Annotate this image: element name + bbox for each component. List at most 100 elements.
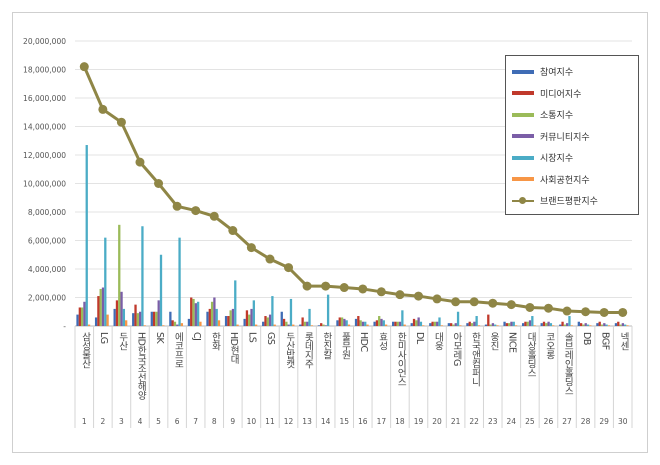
bar-6-15 bbox=[347, 324, 351, 326]
bar-5-26 bbox=[549, 323, 553, 326]
legend-swatch bbox=[512, 177, 534, 182]
bar-3-5 bbox=[155, 311, 158, 326]
bar-5-24 bbox=[512, 321, 515, 326]
category-label: 한화 bbox=[209, 332, 221, 350]
rank-label: 27 bbox=[562, 417, 572, 426]
bar-2-20 bbox=[431, 321, 434, 326]
bar-6-17 bbox=[384, 324, 388, 326]
bar-1-23 bbox=[484, 324, 488, 326]
bar-3-25 bbox=[526, 321, 529, 326]
bar-3-22 bbox=[470, 323, 474, 326]
bar-3-30 bbox=[619, 324, 622, 326]
bar-5-3 bbox=[122, 308, 126, 326]
bar-4-22 bbox=[473, 321, 476, 326]
brand-reputation-point bbox=[154, 179, 164, 188]
bar-3-3 bbox=[118, 224, 121, 326]
bar-4-7 bbox=[194, 303, 197, 326]
brand-reputation-point bbox=[246, 243, 256, 253]
bar-1-25 bbox=[521, 323, 525, 326]
bar-1-21 bbox=[447, 323, 451, 326]
category-label: 효성 bbox=[376, 332, 388, 350]
bar-2-22 bbox=[468, 321, 471, 326]
brand-reputation-point bbox=[506, 300, 516, 310]
category-label: 넥센 bbox=[617, 332, 629, 350]
bar-4-12 bbox=[287, 324, 290, 326]
bar-3-28 bbox=[582, 324, 585, 326]
category-label-box: DB bbox=[580, 332, 592, 345]
bar-1-17 bbox=[373, 321, 376, 326]
category-label-box: LG bbox=[98, 332, 109, 344]
category-label-box: 솔브레인홀딩스 bbox=[562, 332, 573, 395]
category-label: GS bbox=[265, 332, 277, 345]
category-label: 롯데지주 bbox=[302, 332, 314, 368]
category-label: DL bbox=[413, 332, 425, 344]
category-label-box: 대웅 bbox=[432, 332, 444, 350]
bar-4-24 bbox=[510, 321, 513, 326]
rank-label: 24 bbox=[507, 417, 517, 426]
bar-6-26 bbox=[552, 325, 555, 326]
bar-4-8 bbox=[213, 297, 216, 326]
legend-label: 소통지수 bbox=[540, 111, 574, 122]
bar-2-28 bbox=[579, 323, 583, 326]
brand-reputation-point bbox=[451, 297, 461, 307]
category-label: 한진칼 bbox=[320, 332, 332, 359]
y-tick-label: 16,000,000 bbox=[23, 94, 66, 103]
bar-1-16 bbox=[354, 318, 358, 326]
rank-label: 19 bbox=[414, 417, 424, 426]
legend-label: 시장지수 bbox=[540, 154, 574, 165]
bar-2-26 bbox=[542, 321, 546, 326]
bar-4-16 bbox=[361, 321, 365, 326]
category-label-box: DL bbox=[413, 332, 425, 344]
category-label: CJ bbox=[190, 332, 202, 341]
bar-4-30 bbox=[621, 323, 625, 326]
category-label-box: 코오롱 bbox=[544, 332, 555, 359]
bar-6-29 bbox=[607, 325, 611, 326]
bar-2-12 bbox=[282, 318, 286, 326]
bar-1-14 bbox=[317, 325, 321, 326]
bar-2-5 bbox=[152, 311, 156, 326]
bar-2-30 bbox=[617, 321, 620, 326]
bar-6-1 bbox=[87, 324, 91, 326]
bar-2-23 bbox=[487, 314, 490, 326]
rank-label: 6 bbox=[175, 417, 180, 426]
category-label: DB bbox=[580, 332, 592, 345]
legend: 참여지수 미디어지수 소통지수 커뮤니티지수 시장지수 사회공헌지수 브랜드평판지수 bbox=[505, 55, 639, 215]
bar-5-15 bbox=[345, 320, 348, 326]
y-tick-label: 20,000,000 bbox=[23, 37, 66, 46]
category-label: 삼성물산 bbox=[79, 332, 91, 368]
brand-reputation-point bbox=[376, 287, 386, 297]
bar-5-6 bbox=[178, 237, 181, 326]
legend-swatch bbox=[512, 69, 534, 74]
category-label: 대웅 bbox=[432, 332, 444, 350]
bar-5-19 bbox=[419, 321, 423, 326]
bar-5-21 bbox=[456, 311, 460, 326]
rank-label: 28 bbox=[581, 417, 591, 426]
category-label-box: 넥센 bbox=[617, 332, 629, 350]
bar-1-10 bbox=[243, 318, 246, 326]
legend-item: 커뮤니티지수 bbox=[512, 126, 632, 148]
bar-6-10 bbox=[254, 324, 258, 326]
brand-reputation-point bbox=[79, 62, 89, 72]
legend-swatch bbox=[512, 112, 534, 117]
bar-2-8 bbox=[208, 308, 211, 326]
bar-5-2 bbox=[104, 237, 107, 326]
bar-6-19 bbox=[422, 325, 425, 326]
bar-6-28 bbox=[589, 325, 592, 326]
bar-4-29 bbox=[603, 323, 606, 326]
bar-3-8 bbox=[210, 301, 214, 326]
bar-2-11 bbox=[264, 316, 267, 326]
bar-3-1 bbox=[80, 307, 84, 326]
legend-item: 브랜드평판지수 bbox=[512, 190, 632, 212]
legend-swatch bbox=[512, 134, 534, 139]
legend-label: 미디어지수 bbox=[540, 89, 582, 100]
rank-label: 10 bbox=[247, 417, 257, 426]
bar-6-3 bbox=[125, 320, 128, 326]
bar-3-2 bbox=[99, 288, 102, 326]
rank-label: 4 bbox=[138, 417, 143, 426]
y-tick-label: 6,000,000 bbox=[28, 237, 66, 246]
bar-4-27 bbox=[566, 323, 569, 326]
category-label-box: 대상홀딩스 bbox=[525, 332, 536, 377]
bar-5-27 bbox=[568, 316, 571, 326]
bar-3-24 bbox=[508, 323, 511, 326]
brand-reputation-point bbox=[543, 303, 553, 313]
